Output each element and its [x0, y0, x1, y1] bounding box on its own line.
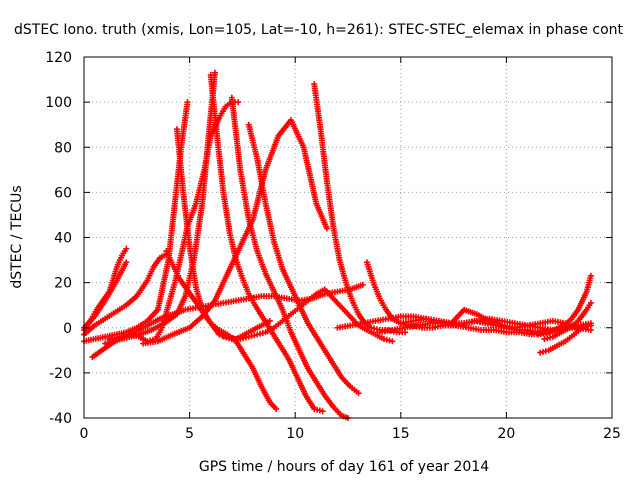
- data-point: [587, 322, 594, 329]
- data-point: [235, 99, 242, 106]
- series-s21: [541, 299, 594, 343]
- data-point: [266, 317, 273, 324]
- data-point: [273, 405, 280, 412]
- series-s22: [535, 272, 594, 338]
- series-s20: [537, 322, 594, 356]
- y-tick-label: 0: [63, 321, 72, 337]
- x-tick-label: 25: [603, 426, 621, 442]
- x-axis-label: GPS time / hours of day 161 of year 2014: [199, 459, 489, 475]
- x-tick-label: 5: [185, 426, 194, 442]
- y-tick-label: 60: [54, 185, 72, 201]
- data-point: [323, 225, 330, 232]
- y-axis-label: dSTEC / TECUs: [9, 185, 25, 288]
- y-tick-label: 40: [54, 231, 72, 247]
- y-tick-label: 120: [45, 50, 72, 66]
- data-point: [123, 245, 130, 252]
- data-series: [81, 69, 594, 421]
- series-s13: [311, 81, 409, 336]
- series-s11: [228, 94, 351, 421]
- y-tick-label: 80: [54, 140, 72, 156]
- series-s2: [81, 259, 130, 331]
- y-tick-label: -40: [49, 411, 72, 427]
- series-s9: [163, 248, 280, 412]
- data-point: [211, 69, 218, 76]
- axis-ticks: 0 5 10 15 20 25 -40 -20 0 20 40 60 80 100 120: [45, 50, 621, 442]
- y-tick-label: -20: [49, 366, 72, 382]
- y-tick-label: 20: [54, 276, 72, 292]
- data-point: [587, 299, 594, 306]
- y-tick-label: 100: [45, 95, 72, 111]
- data-point: [587, 272, 594, 279]
- series-s12: [245, 121, 362, 397]
- data-point: [359, 281, 366, 288]
- series-s7: [140, 117, 330, 347]
- data-point: [355, 390, 362, 397]
- x-tick-label: 20: [497, 426, 515, 442]
- data-point: [184, 99, 191, 106]
- data-point: [319, 408, 326, 415]
- x-tick-label: 15: [392, 426, 410, 442]
- series-s3: [81, 99, 191, 345]
- chart-title: dSTEC Iono. truth (xmis, Lon=105, Lat=-1…: [14, 22, 624, 38]
- series-s15: [106, 281, 366, 343]
- data-point: [123, 259, 130, 266]
- data-point: [389, 338, 396, 345]
- x-tick-label: 0: [80, 426, 89, 442]
- x-tick-label: 10: [286, 426, 304, 442]
